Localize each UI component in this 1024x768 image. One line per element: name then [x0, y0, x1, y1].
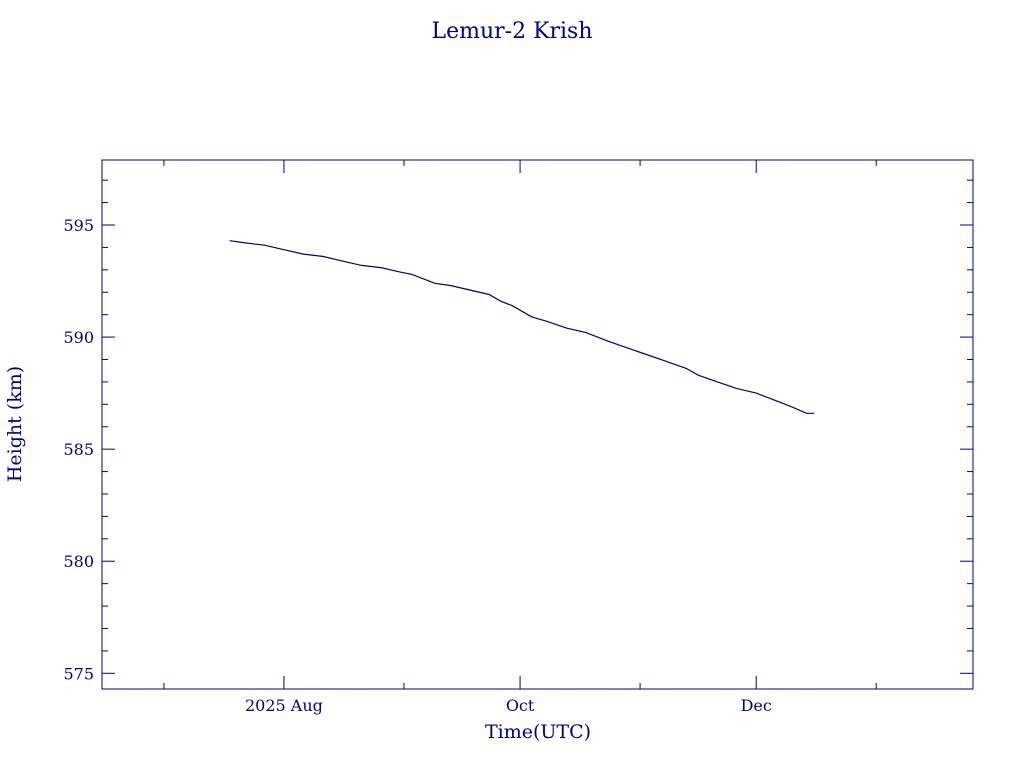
y-tick-label: 580	[63, 552, 94, 571]
x-tick-label: Dec	[741, 696, 772, 715]
y-tick-label: 575	[63, 664, 94, 683]
tick-labels: 575 580 585 590 595 2025 Aug Oct Dec	[63, 216, 771, 715]
chart-title: Lemur-2 Krish	[431, 19, 592, 44]
y-tick-label: 595	[63, 216, 94, 235]
y-tick-label: 590	[63, 328, 94, 347]
axis-ticks	[102, 160, 973, 689]
x-axis-label: Time(UTC)	[485, 721, 591, 743]
y-axis-label: Height (km)	[4, 366, 26, 482]
y-tick-label: 585	[63, 440, 94, 459]
plot-frame	[101, 159, 974, 690]
x-tick-label: 2025 Aug	[245, 696, 323, 715]
x-tick-label: Oct	[506, 696, 535, 715]
height-series-line	[229, 240, 815, 414]
